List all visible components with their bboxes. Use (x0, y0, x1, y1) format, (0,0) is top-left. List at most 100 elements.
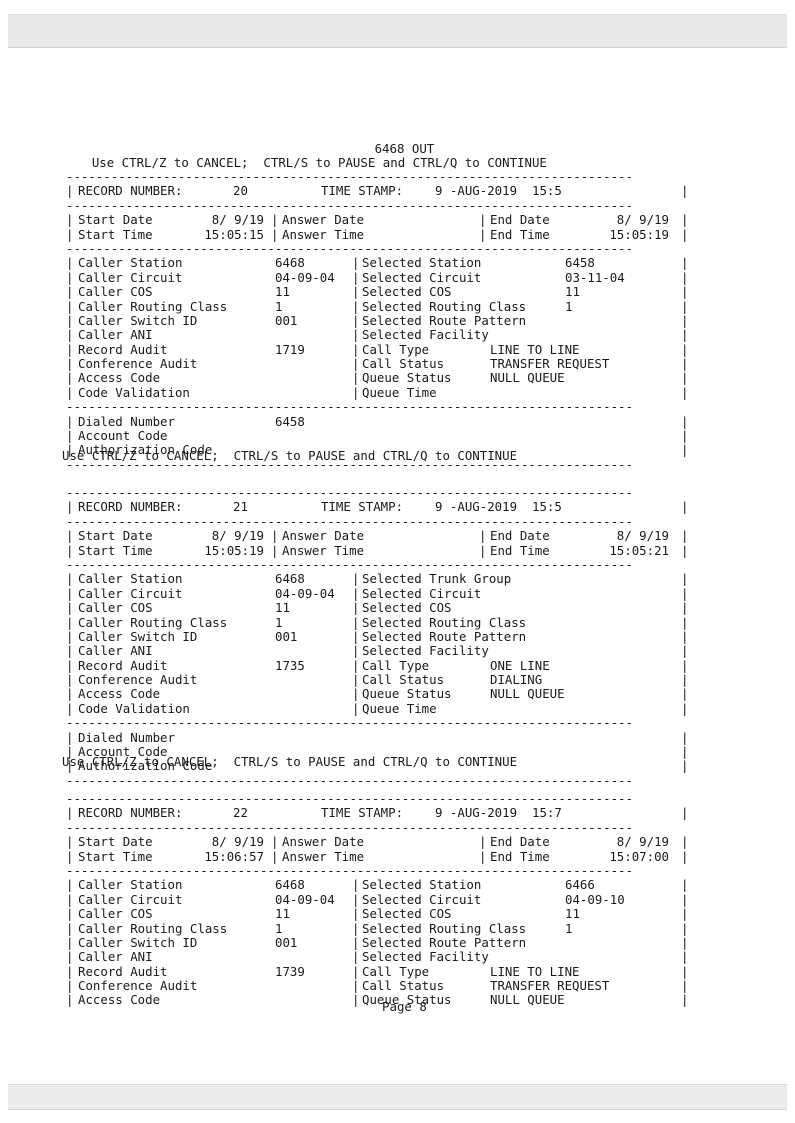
caller-cos-value: 11 (275, 600, 290, 616)
record-audit-label: Record Audit (78, 341, 168, 357)
record-line: | Record Audit 1735 | Call Type ONE LINE | (66, 657, 688, 673)
caller-routing-class-label: Caller Routing Class (78, 614, 228, 630)
column-divider: | (352, 255, 360, 271)
record-line: | Caller COS 11 | Selected COS 11 | (66, 284, 688, 300)
selected-routing-class-value: 1 (565, 920, 573, 936)
end-date-label: End Date (490, 834, 550, 850)
column-divider: | (271, 848, 279, 864)
border-left: | (66, 758, 74, 774)
border-right: | (681, 542, 689, 558)
record-audit-value: 1719 (275, 341, 305, 357)
selected-first-label: Selected Station (362, 255, 482, 271)
selected-routing-class-value: 1 (565, 298, 573, 314)
border-right: | (681, 686, 689, 702)
caller-circuit-value: 04-09-04 (275, 585, 335, 601)
column-divider: | (352, 643, 360, 659)
border-left: | (66, 370, 74, 386)
queue-status-value: NULL QUEUE (490, 370, 565, 386)
record-top-rule: ----------------------------------------… (66, 792, 633, 806)
record-number-value: 21 (233, 499, 248, 515)
record-number-value: 20 (233, 183, 248, 199)
record-line: | Access Code | Queue Status NULL QUEUE | (66, 992, 688, 1008)
selected-route-pattern-label: Selected Route Pattern (362, 628, 527, 644)
call-status-label: Call Status (362, 672, 445, 688)
column-divider: | (352, 992, 360, 1008)
caller-switch-id-value: 001 (275, 934, 298, 950)
column-divider: | (352, 356, 360, 372)
page-footer: Page 8 (0, 984, 795, 1029)
border-right: | (681, 949, 689, 965)
start-date-label: Start Date (78, 528, 153, 544)
border-right: | (681, 183, 689, 199)
dialed-number-row: | Dialed Number | (66, 730, 688, 745)
selected-facility-label: Selected Facility (362, 643, 489, 659)
start-time-label: Start Time (78, 542, 153, 558)
border-right: | (681, 212, 689, 228)
record-header-row: | RECORD NUMBER: 22 TIME STAMP: 9 -AUG-2019 1… (66, 805, 688, 820)
caller-routing-class-label: Caller Routing Class (78, 920, 228, 936)
end-time-label: End Time (490, 226, 550, 242)
selected-first-value: 6458 (565, 255, 595, 271)
caller-cos-label: Caller COS (78, 600, 153, 616)
start-date-row: | Start Date 8/ 9/19 | Answer Date | End Date 8… (66, 834, 688, 850)
record-line: | Caller Circuit 04-09-04 | Selected Circuit… (66, 891, 688, 907)
border-left: | (66, 891, 74, 907)
control-hint-line-2: Use CTRL/Z to CANCEL; CTRL/S to PAUSE an… (62, 448, 518, 463)
selected-circuit-label: Selected Circuit (362, 891, 482, 907)
border-left: | (66, 255, 74, 271)
record-line: | Caller Switch ID 001 | Selected Route Patt… (66, 312, 688, 328)
call-status-label: Call Status (362, 356, 445, 372)
column-divider: | (352, 312, 360, 328)
record-line: | Caller Switch ID 001 | Selected Route Patt… (66, 934, 688, 950)
record-body-rule: ----------------------------------------… (66, 863, 633, 878)
caller-routing-class-value: 1 (275, 920, 283, 936)
answer-date-label: Answer Date (282, 528, 365, 544)
record-line: | Caller ANI | Selected Facility | (66, 327, 688, 342)
queue-status-label: Queue Status (362, 686, 452, 702)
column-divider: | (352, 891, 360, 907)
border-left: | (66, 877, 74, 893)
border-right: | (681, 877, 689, 893)
call-record-21: ----------------------------------------… (66, 486, 688, 788)
caller-cos-value: 11 (275, 906, 290, 922)
start-time-value: 15:05:19 (204, 542, 264, 558)
record-line: | Access Code | Queue Status NULL QUEUE | (66, 686, 689, 702)
selected-cos-value: 11 (565, 284, 580, 300)
record-number-label: RECORD NUMBER: (78, 499, 183, 515)
caller-circuit-label: Caller Circuit (78, 585, 183, 601)
border-left: | (66, 298, 74, 314)
queue-status-label: Queue Status (362, 370, 452, 386)
border-left: | (66, 963, 74, 979)
start-date-value: 8/ 9/19 (211, 212, 264, 228)
end-date-value: 8/ 9/19 (616, 528, 669, 544)
answer-time-label: Answer Time (282, 542, 365, 558)
start-time-value: 15:05:15 (204, 226, 264, 242)
record-audit-value: 1739 (275, 963, 305, 979)
time-stamp-date-value: 9 -AUG-2019 (435, 183, 518, 199)
dialed-number-row: | Dialed Number 6458 | (66, 413, 688, 429)
column-divider: | (479, 528, 487, 544)
dialed-number-label: Dialed Number (78, 413, 175, 429)
call-status-label: Call Status (362, 978, 445, 994)
border-left: | (66, 686, 74, 702)
border-left: | (66, 628, 74, 644)
time-stamp-time-value: 15:5 (532, 183, 562, 199)
selected-routing-class-label: Selected Routing Class (362, 920, 527, 936)
column-divider: | (352, 600, 360, 616)
caller-station-value: 6468 (275, 877, 305, 893)
column-divider: | (352, 700, 360, 716)
border-right: | (681, 643, 689, 659)
border-right: | (681, 978, 689, 994)
account-code-row: | Account Code | (66, 744, 688, 759)
column-divider: | (352, 585, 360, 601)
selected-route-pattern-label: Selected Route Pattern (362, 934, 527, 950)
selected-cos-label: Selected COS (362, 600, 452, 616)
record-line: | Caller Routing Class 1 | Selected Routing … (66, 298, 688, 314)
call-type-label: Call Type (362, 341, 430, 357)
caller-routing-class-value: 1 (275, 298, 283, 314)
caller-station-value: 6468 (275, 255, 305, 271)
call-record-22: ----------------------------------------… (66, 792, 688, 1008)
border-right: | (681, 384, 689, 400)
column-divider: | (352, 657, 360, 673)
caller-switch-id-label: Caller Switch ID (78, 312, 198, 328)
